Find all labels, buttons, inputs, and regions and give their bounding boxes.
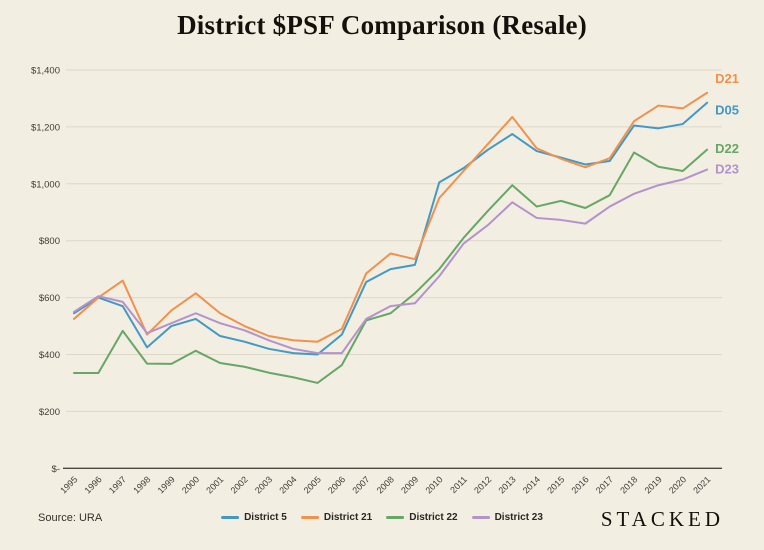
y-axis-tick-label: $1,400 [31,66,60,77]
x-axis-tick-label: 2002 [229,474,250,495]
x-axis-tick-label: 2021 [691,474,712,495]
series-end-label: D23 [715,162,739,177]
x-axis-tick-label: 2004 [277,474,298,495]
legend-item: District 23 [471,512,543,523]
series-line-district-23 [73,168,709,355]
x-axis-tick-label: 2006 [326,474,347,495]
legend-swatch [221,516,240,519]
x-axis-tick-label: 2009 [399,474,420,495]
legend-swatch [386,516,405,519]
y-axis-tick-label: $600 [39,293,60,304]
legend-label: District 21 [323,512,373,523]
x-axis-tick-label: 2014 [521,474,542,495]
x-axis-tick-label: 2001 [204,474,225,495]
x-axis-tick-label: 2020 [667,474,688,495]
x-axis-tick-label: 2015 [545,474,566,495]
legend-item: District 21 [300,512,373,523]
series-line-district-22 [73,148,709,384]
x-axis-tick-label: 2012 [472,474,493,495]
x-axis-tick-label: 2000 [180,474,201,495]
x-axis-tick-label: 2016 [570,474,591,495]
y-axis-tick-label: $400 [39,350,60,361]
legend-item: District 5 [221,512,287,523]
x-axis-tick-label: 1997 [107,474,128,495]
x-axis-tick-label: 2011 [448,474,469,495]
y-axis-tick-label: $1,200 [31,122,60,133]
source-text: Source: URA [38,512,103,524]
x-axis-tick-label: 1999 [156,474,177,495]
x-axis-tick-label: 2019 [643,474,664,495]
series-line-district-5 [73,101,709,356]
x-axis-tick-label: 2010 [423,474,444,495]
y-axis-tick-label: $200 [39,407,60,418]
brand-wordmark: STACKED [600,507,724,531]
x-axis-tick-label: 2003 [253,474,274,495]
x-axis-tick-label: 1996 [83,474,104,495]
x-axis-tick-label: 2005 [302,474,323,495]
legend-label: District 22 [409,512,458,523]
x-axis-tick-label: 2008 [375,474,396,495]
series-end-label: D21 [715,71,739,86]
series-end-label: D05 [715,103,739,118]
series-end-label: D22 [715,141,739,156]
y-axis-tick-label: $- [52,464,60,475]
x-axis-tick-label: 2013 [496,474,517,495]
x-axis-tick-label: 1995 [58,474,79,495]
y-axis-tick-label: $1,000 [31,179,60,190]
x-axis-tick-label: 1998 [131,474,152,495]
x-axis-tick-label: 2018 [618,474,639,495]
chart-title: District $PSF Comparison (Resale) [177,10,587,40]
legend-swatch [300,516,319,519]
legend-label: District 23 [494,512,543,523]
x-axis-tick-label: 2007 [350,474,371,495]
legend-label: District 5 [244,512,287,523]
x-axis-tick-label: 2017 [594,474,615,495]
legend-swatch [471,516,490,519]
legend-item: District 22 [386,512,458,523]
legend: District 5 District 21 District 22 District… [221,512,543,523]
series-line-district-21 [73,91,709,343]
y-axis-tick-label: $800 [39,236,60,247]
